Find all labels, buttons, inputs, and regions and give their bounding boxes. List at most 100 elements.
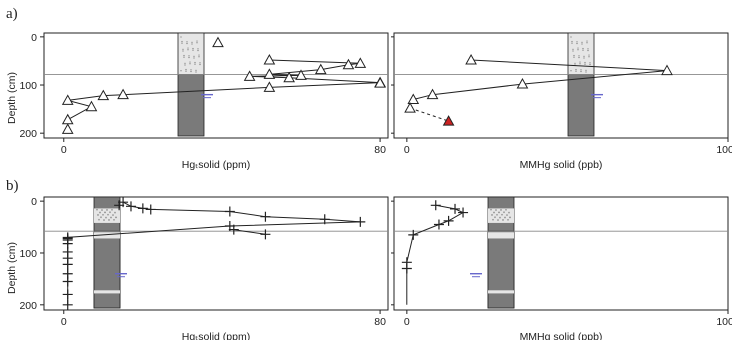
x-tick-label: 80	[374, 144, 386, 156]
core-stipple	[571, 40, 573, 43]
data-point	[354, 57, 367, 68]
data-point	[125, 201, 136, 212]
core-stipple	[115, 216, 117, 219]
data-point	[61, 94, 74, 105]
core-stipple	[197, 48, 199, 50]
core-stipple	[199, 63, 201, 66]
core-stipple	[181, 42, 183, 44]
core-stipple	[110, 217, 112, 219]
core-stipple	[570, 36, 572, 38]
core-lower-dark	[487, 230, 515, 309]
core-stipple	[578, 55, 580, 57]
y-axes: Depth (cm) Depth (cm)	[6, 72, 18, 294]
core-stipple	[571, 42, 573, 44]
core-stipple	[189, 61, 191, 63]
core-stipple	[577, 49, 579, 51]
data-point	[443, 215, 454, 226]
x-tick-label: 0	[404, 316, 410, 328]
sediment-core	[93, 196, 127, 309]
core-stipple	[194, 63, 196, 65]
core-stipple	[191, 43, 193, 45]
core-stipple	[572, 50, 574, 52]
core-stipple	[496, 214, 498, 216]
data-point	[85, 100, 98, 112]
core-stipple	[495, 209, 497, 211]
y-tick-label: 0	[31, 196, 37, 208]
core-stipple	[583, 57, 585, 59]
core-stipple	[183, 56, 185, 58]
core-stipple	[586, 42, 588, 44]
x-axis-label: MMHg solid (ppb)	[520, 331, 603, 340]
data-point	[62, 259, 73, 270]
core-stipple	[500, 209, 502, 211]
core-stipple	[491, 214, 493, 216]
core-stipple	[503, 211, 505, 214]
core-stipple	[100, 216, 102, 219]
core-stipple	[185, 68, 187, 71]
core-lower	[177, 74, 205, 137]
core-stipple	[587, 49, 589, 52]
core-stipple	[581, 41, 583, 43]
core-stipple	[193, 57, 195, 59]
core-stipple	[576, 42, 578, 45]
y-axis-label-b: Depth (cm)	[6, 242, 18, 294]
core-stipple	[98, 219, 100, 221]
chart-panel-a-hgt: 0 80 Hgₜsolid (ppm) 0 100 200	[19, 32, 389, 171]
y-tick-label: 100	[19, 248, 37, 260]
core-upper	[177, 32, 205, 75]
core-stipple	[97, 214, 99, 216]
core-stipple	[180, 36, 182, 38]
core-stipple	[579, 63, 581, 65]
core-stipple	[580, 70, 582, 73]
core-stipple	[582, 49, 584, 51]
core-stipple	[197, 49, 199, 52]
core-stipple	[184, 62, 186, 64]
core-stipple	[112, 214, 114, 216]
core-stipple	[574, 62, 576, 64]
core-stipple	[584, 61, 586, 64]
data-point	[342, 58, 355, 70]
core-stipple	[504, 217, 506, 219]
plot-frame	[43, 32, 389, 139]
y-tick-label: 200	[19, 128, 37, 140]
core-lower-dark	[93, 230, 121, 309]
data-point	[404, 102, 416, 113]
y-tick-label: 0	[31, 32, 37, 44]
core-light-band-2	[488, 232, 514, 239]
data-point	[117, 88, 129, 100]
data-point	[62, 276, 73, 287]
core-stipple	[193, 55, 195, 57]
x-tick-label: 80	[374, 316, 386, 328]
core-stipple	[184, 64, 186, 66]
core-stipple	[195, 69, 197, 71]
core-stipple	[104, 211, 106, 214]
data-point	[283, 71, 295, 83]
core-stipple	[188, 55, 190, 57]
data-point	[228, 224, 239, 235]
core-stipple	[186, 42, 188, 45]
core-stipple	[584, 63, 586, 65]
core-stipple	[588, 54, 590, 56]
core-stipple	[187, 49, 189, 51]
core-stipple	[492, 219, 494, 221]
chart-panel-b-mmhg: 0 1000 MMHg solid (ppb)	[391, 196, 732, 340]
core-stipple	[199, 62, 201, 64]
core-lower	[567, 74, 595, 137]
data-point	[465, 53, 477, 65]
data-point	[62, 289, 73, 300]
core-stipple	[108, 219, 110, 221]
data-point	[516, 78, 529, 89]
core-stipple	[99, 212, 101, 214]
data-point	[355, 216, 366, 227]
core-stipple	[506, 214, 508, 216]
data-point	[263, 68, 276, 79]
y-axis-label-a: Depth (cm)	[6, 72, 18, 124]
core-stipple	[196, 40, 198, 42]
data-point	[458, 207, 469, 218]
panel-labels: a) b)	[6, 6, 19, 194]
core-stipple	[509, 216, 511, 219]
x-tick-label: 0	[61, 316, 67, 328]
x-tick-label: 1000	[716, 316, 732, 328]
core-stipple	[507, 219, 509, 221]
